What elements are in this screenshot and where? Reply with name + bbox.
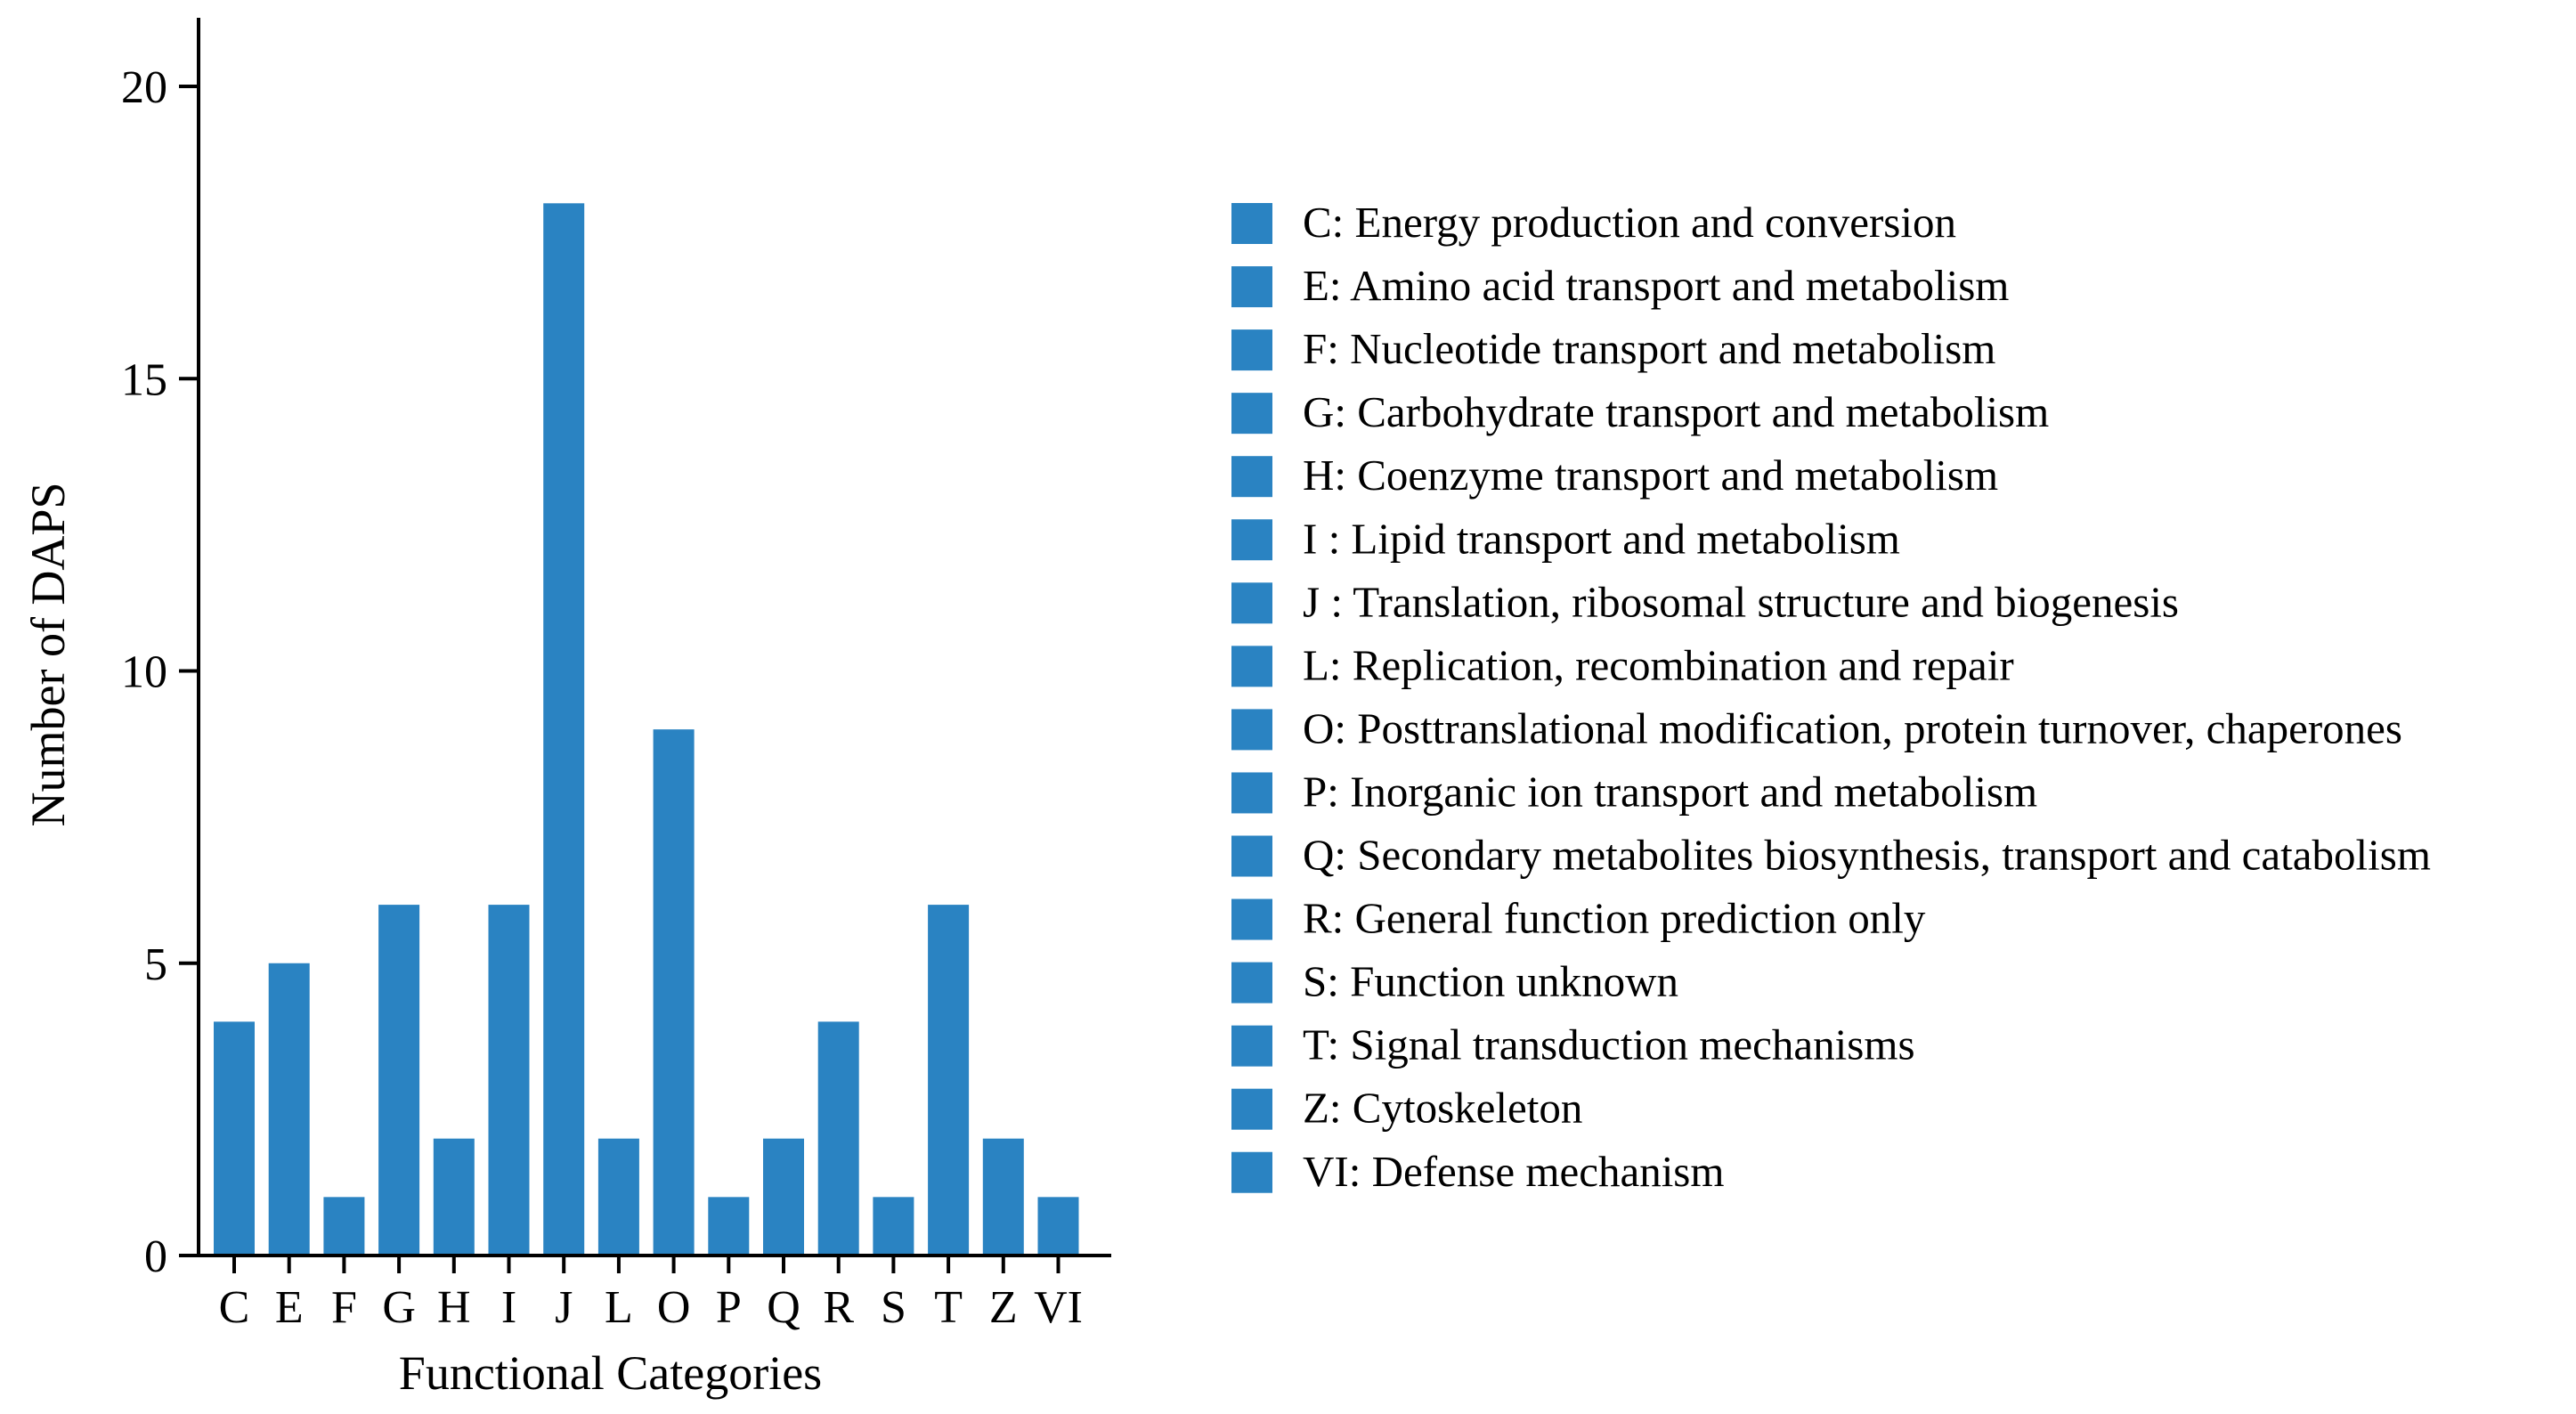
- x-tick-label: P: [716, 1282, 742, 1333]
- legend-label: I : Lipid transport and metabolism: [1303, 514, 1900, 563]
- bar-j: [543, 203, 585, 1256]
- legend-label: H: Coenzyme transport and metabolism: [1303, 451, 1998, 500]
- bar-c: [214, 1021, 255, 1256]
- x-tick-label: Z: [989, 1282, 1018, 1333]
- y-tick-label: 0: [144, 1231, 167, 1282]
- x-tick-label: H: [437, 1282, 471, 1333]
- legend-label: P: Inorganic ion transport and metabolis…: [1303, 767, 2037, 816]
- bar-z: [982, 1138, 1024, 1256]
- bar-o: [653, 729, 695, 1256]
- legend-item: O: Posttranslational modification, prote…: [1231, 703, 2402, 752]
- legend-label: E: Amino acid transport and metabolism: [1303, 261, 2009, 310]
- bar-p: [708, 1197, 750, 1256]
- legend-swatch: [1231, 1151, 1272, 1193]
- legend-swatch: [1231, 646, 1272, 687]
- bar-s: [873, 1197, 914, 1256]
- legend-item: S: Function unknown: [1231, 957, 1678, 1006]
- bar-q: [763, 1138, 804, 1256]
- x-tick-label: VI: [1034, 1282, 1083, 1333]
- x-tick-label: G: [382, 1282, 416, 1333]
- x-tick-label: C: [219, 1282, 250, 1333]
- legend-swatch: [1231, 772, 1272, 814]
- legend-item: VI: Defense mechanism: [1231, 1147, 1725, 1196]
- y-tick-label: 5: [144, 939, 167, 990]
- y-tick-label: 15: [121, 354, 167, 405]
- legend-swatch: [1231, 456, 1272, 498]
- legend-swatch: [1231, 709, 1272, 751]
- legend-swatch: [1231, 393, 1272, 435]
- legend-label: VI: Defense mechanism: [1303, 1147, 1725, 1196]
- x-axis-title: Functional Categories: [399, 1346, 822, 1400]
- legend-label: F: Nucleotide transport and metabolism: [1303, 324, 1995, 373]
- legend-item: Q: Secondary metabolites biosynthesis, t…: [1231, 831, 2431, 880]
- bar-r: [817, 1021, 859, 1256]
- legend-item: E: Amino acid transport and metabolism: [1231, 261, 2009, 310]
- legend-swatch: [1231, 329, 1272, 371]
- y-tick-label: 10: [121, 647, 167, 698]
- legend-swatch: [1231, 835, 1272, 877]
- legend-item: C: Energy production and conversion: [1231, 198, 1956, 247]
- legend-label: O: Posttranslational modification, prote…: [1303, 703, 2402, 752]
- legend-label: L: Replication, recombination and repair: [1303, 640, 2014, 689]
- legend-label: G: Carbohydrate transport and metabolism: [1303, 387, 2049, 436]
- legend-item: L: Replication, recombination and repair: [1231, 640, 2014, 689]
- x-ticks-group: C E F G H I J L O P Q R S T Z VI: [219, 1256, 1083, 1333]
- legend-item: P: Inorganic ion transport and metabolis…: [1231, 767, 2037, 816]
- legend-item: R: General function prediction only: [1231, 894, 1926, 943]
- legend-item: F: Nucleotide transport and metabolism: [1231, 324, 1995, 373]
- x-tick-label: R: [823, 1282, 854, 1333]
- legend-swatch: [1231, 1088, 1272, 1130]
- x-tick-label: O: [657, 1282, 691, 1333]
- legend-label: J : Translation, ribosomal structure and…: [1303, 577, 2179, 626]
- legend-item: G: Carbohydrate transport and metabolism: [1231, 387, 2049, 436]
- bars-group: [214, 203, 1079, 1256]
- bar-t: [928, 905, 970, 1256]
- legend-label: S: Function unknown: [1303, 957, 1678, 1006]
- legend-swatch: [1231, 266, 1272, 308]
- x-tick-label: Q: [767, 1282, 800, 1333]
- x-tick-label: J: [555, 1282, 573, 1333]
- legend-swatch: [1231, 203, 1272, 244]
- legend: C: Energy production and conversion E: Am…: [1231, 198, 2431, 1196]
- bar-e: [268, 963, 310, 1256]
- axes-group: [197, 18, 1111, 1257]
- legend-swatch: [1231, 962, 1272, 1004]
- bar-l: [597, 1138, 639, 1256]
- legend-label: R: General function prediction only: [1303, 894, 1926, 943]
- x-tick-label: F: [331, 1282, 357, 1333]
- bar-vi: [1037, 1197, 1079, 1256]
- legend-item: H: Coenzyme transport and metabolism: [1231, 451, 1998, 500]
- bar-h: [433, 1138, 475, 1256]
- x-tick-label: L: [605, 1282, 633, 1333]
- legend-swatch: [1231, 898, 1272, 940]
- bar-f: [323, 1197, 365, 1256]
- x-tick-label: T: [934, 1282, 963, 1333]
- legend-label: C: Energy production and conversion: [1303, 198, 1956, 247]
- legend-swatch: [1231, 519, 1272, 561]
- legend-label: Q: Secondary metabolites biosynthesis, t…: [1303, 831, 2431, 880]
- y-ticks-group: 0 5 10 15 20: [121, 62, 199, 1282]
- bar-g: [378, 905, 420, 1256]
- bar-i: [488, 905, 530, 1256]
- x-tick-label: S: [881, 1282, 906, 1333]
- y-tick-label: 20: [121, 62, 167, 113]
- legend-label: Z: Cytoskeleton: [1303, 1084, 1582, 1133]
- legend-item: T: Signal transduction mechanisms: [1231, 1020, 1915, 1069]
- legend-swatch: [1231, 582, 1272, 624]
- legend-swatch: [1231, 1025, 1272, 1067]
- legend-item: J : Translation, ribosomal structure and…: [1231, 577, 2179, 626]
- y-axis-title: Number of DAPS: [21, 483, 75, 827]
- legend-label: T: Signal transduction mechanisms: [1303, 1020, 1915, 1069]
- x-tick-label: I: [501, 1282, 516, 1333]
- x-tick-label: E: [275, 1282, 304, 1333]
- legend-item: I : Lipid transport and metabolism: [1231, 514, 1900, 563]
- legend-item: Z: Cytoskeleton: [1231, 1084, 1582, 1133]
